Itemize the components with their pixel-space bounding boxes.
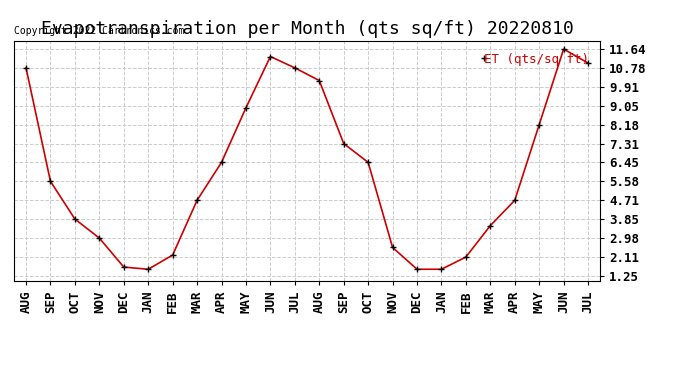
ET (qts/sq ft): [119, 265, 128, 269]
ET (qts/sq ft): [266, 54, 275, 59]
ET (qts/sq ft): [46, 179, 55, 184]
ET (qts/sq ft): [144, 267, 152, 272]
ET (qts/sq ft): [486, 224, 495, 228]
ET (qts/sq ft): [388, 245, 397, 250]
ET (qts/sq ft): [22, 66, 30, 70]
ET (qts/sq ft): [339, 141, 348, 146]
ET (qts/sq ft): [168, 253, 177, 257]
ET (qts/sq ft): [364, 160, 373, 165]
ET (qts/sq ft): [71, 217, 79, 221]
ET (qts/sq ft): [290, 66, 299, 70]
Text: Copyright 2022 Cartronics.com: Copyright 2022 Cartronics.com: [14, 27, 184, 36]
ET (qts/sq ft): [193, 198, 201, 202]
Legend: ET (qts/sq ft): ET (qts/sq ft): [479, 48, 594, 70]
ET (qts/sq ft): [241, 105, 250, 110]
ET (qts/sq ft): [462, 255, 470, 259]
Line: ET (qts/sq ft): ET (qts/sq ft): [23, 46, 591, 273]
ET (qts/sq ft): [413, 267, 421, 272]
ET (qts/sq ft): [95, 236, 104, 240]
ET (qts/sq ft): [315, 78, 324, 83]
ET (qts/sq ft): [511, 198, 519, 202]
ET (qts/sq ft): [560, 47, 568, 51]
ET (qts/sq ft): [535, 122, 543, 127]
ET (qts/sq ft): [217, 160, 226, 165]
Title: Evapotranspiration per Month (qts sq/ft) 20220810: Evapotranspiration per Month (qts sq/ft)…: [41, 20, 573, 38]
ET (qts/sq ft): [584, 61, 592, 65]
ET (qts/sq ft): [437, 267, 446, 272]
